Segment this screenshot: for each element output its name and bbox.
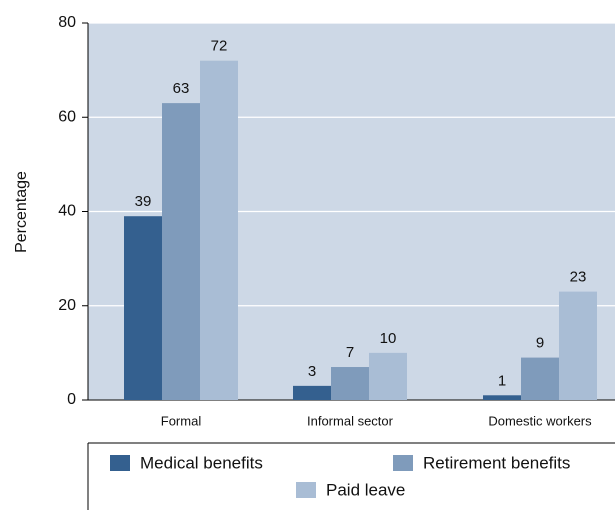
legend-label: Medical benefits (140, 453, 263, 472)
bar (200, 60, 238, 400)
data-label: 1 (498, 372, 506, 389)
data-label: 23 (570, 269, 587, 286)
bar (331, 367, 369, 400)
bar (124, 216, 162, 400)
bar (521, 357, 559, 400)
legend-label: Retirement benefits (423, 453, 570, 472)
y-tick-label: 0 (67, 391, 76, 408)
bar (293, 385, 331, 400)
bar (369, 352, 407, 400)
x-tick-label: Domestic workers (488, 413, 592, 428)
bar (162, 103, 200, 401)
legend-swatch (296, 482, 316, 498)
data-label: 63 (173, 80, 190, 97)
data-label: 9 (536, 335, 544, 352)
legend-swatch (110, 455, 130, 471)
y-tick-label: 80 (58, 14, 76, 31)
y-tick-label: 60 (58, 108, 76, 125)
x-tick-label: Informal sector (307, 413, 394, 428)
bar (483, 395, 521, 400)
y-tick-label: 20 (58, 297, 76, 314)
data-label: 39 (135, 193, 152, 210)
legend-swatch (393, 455, 413, 471)
x-tick-label: Formal (161, 413, 202, 428)
y-tick-label: 40 (58, 203, 76, 220)
legend-label: Paid leave (326, 480, 405, 499)
data-label: 72 (211, 38, 228, 55)
data-label: 3 (308, 363, 316, 380)
bar (559, 291, 597, 400)
y-axis-label: Percentage (13, 171, 30, 253)
data-label: 10 (380, 330, 397, 347)
data-label: 7 (346, 344, 354, 361)
